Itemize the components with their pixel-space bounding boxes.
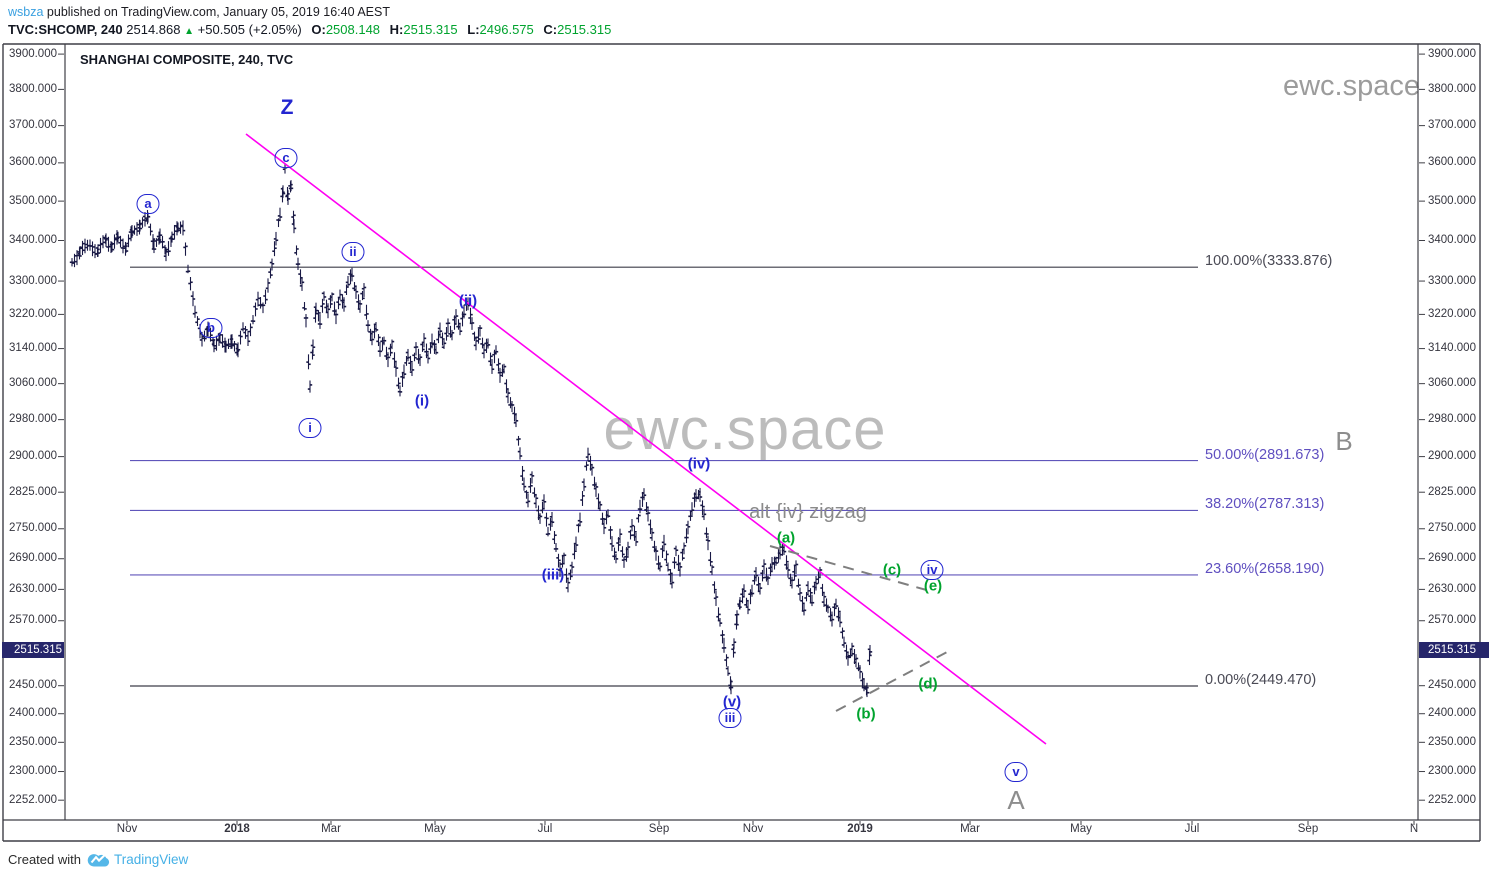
open-value: 2508.148 xyxy=(325,22,381,37)
alt-iv-zigzag-note: alt {iv} zigzag xyxy=(749,501,867,523)
wave-label-A: A xyxy=(1007,785,1025,815)
price-bars xyxy=(69,164,873,698)
last-price: 2514.868 xyxy=(126,22,181,37)
close-label: C: xyxy=(543,22,558,37)
wave-label-B: B xyxy=(1335,426,1353,456)
price-change: +50.505 (+2.05%) xyxy=(197,22,302,37)
low-label: L: xyxy=(467,22,480,37)
last-price-tag-right: 2515.315 xyxy=(1419,641,1489,658)
tradingview-logo-icon xyxy=(87,854,110,867)
up-arrow-icon: ▲ xyxy=(184,26,195,37)
tradingview-link[interactable]: TradingView xyxy=(113,851,189,867)
high-value: 2515.315 xyxy=(403,22,458,37)
symbol-name: TVC:SHCOMP, 240 xyxy=(8,22,123,37)
watermark-center: ewc.space xyxy=(603,397,887,462)
high-label: H: xyxy=(389,22,404,37)
low-value: 2496.575 xyxy=(479,22,534,37)
created-with-text: Created with xyxy=(8,851,81,867)
last-price-tag-left: 2515.315 xyxy=(2,641,64,658)
close-value: 2515.315 xyxy=(557,22,612,37)
published-text: published on TradingView.com, January 05… xyxy=(43,5,390,19)
open-label: O: xyxy=(311,22,326,37)
watermark-corner: ewc.space xyxy=(1282,70,1420,102)
symbol-quote-bar: TVC:SHCOMP, 240 2514.868 ▲ +50.505 (+2.0… xyxy=(8,22,611,37)
publish-info: wsbza published on TradingView.com, Janu… xyxy=(8,5,390,19)
chart-legend-title: SHANGHAI COMPOSITE, 240, TVC xyxy=(80,52,294,67)
footer: Created with TradingView xyxy=(8,851,188,867)
author-link[interactable]: wsbza xyxy=(8,5,44,19)
